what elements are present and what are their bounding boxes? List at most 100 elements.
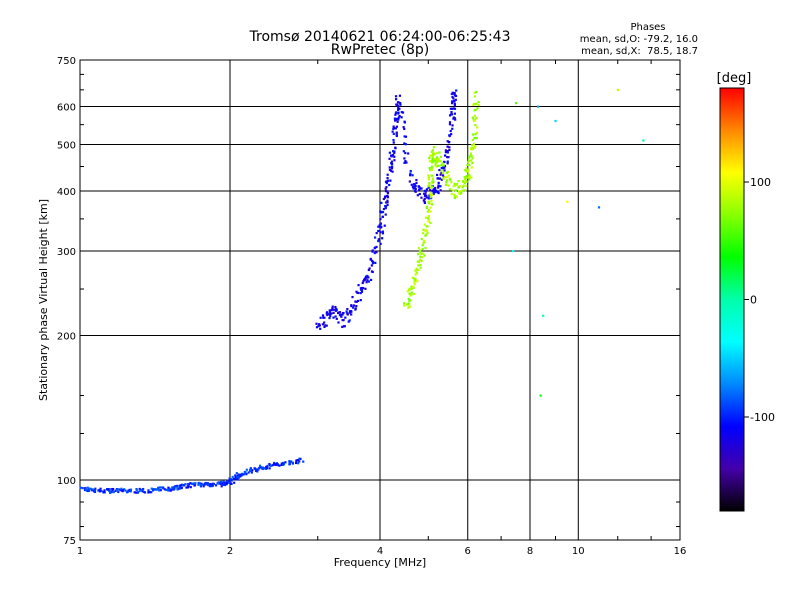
data-point: [453, 94, 457, 97]
data-point: [348, 319, 351, 322]
data-point: [453, 195, 457, 198]
data-point: [206, 482, 209, 485]
data-point: [441, 162, 444, 165]
data-point: [434, 162, 437, 166]
data-point: [414, 184, 417, 188]
data-point: [452, 107, 455, 110]
data-point: [397, 111, 400, 114]
data-point: [291, 462, 294, 465]
data-point: [473, 136, 476, 140]
data-point: [467, 156, 471, 159]
data-point: [427, 201, 430, 205]
data-point: [368, 267, 371, 270]
data-point: [391, 170, 394, 173]
data-point: [428, 156, 431, 160]
data-point: [445, 171, 449, 174]
data-point: [470, 166, 473, 169]
data-point: [231, 475, 234, 479]
data-point: [450, 181, 453, 184]
data-point: [428, 194, 431, 197]
data-point: [418, 258, 422, 261]
data-point: [423, 254, 426, 257]
data-point: [407, 306, 410, 309]
data-point: [437, 157, 440, 161]
data-point: [235, 472, 238, 475]
data-point: [467, 173, 470, 176]
data-point: [432, 191, 435, 195]
data-point: [391, 153, 395, 157]
data-point: [425, 229, 429, 232]
data-point: [361, 281, 364, 285]
data-point: [228, 481, 231, 484]
data-point: [155, 488, 159, 491]
data-point: [86, 486, 89, 489]
data-point: [442, 166, 445, 169]
data-point: [373, 247, 376, 250]
data-point: [416, 280, 419, 283]
data-point: [642, 139, 645, 142]
data-point: [260, 467, 263, 470]
data-point: [430, 166, 434, 169]
data-point: [417, 185, 420, 188]
data-point: [110, 490, 113, 494]
data-point: [539, 394, 542, 397]
data-point: [386, 190, 389, 193]
data-point: [430, 150, 433, 153]
data-point: [475, 90, 478, 94]
data-point: [364, 275, 368, 278]
data-point: [473, 102, 476, 106]
data-point: [402, 302, 406, 305]
data-point: [222, 480, 225, 483]
data-point: [381, 232, 385, 235]
data-point: [433, 157, 436, 161]
data-point: [94, 487, 97, 490]
data-point: [439, 155, 443, 158]
data-point: [209, 483, 212, 486]
data-point: [330, 312, 333, 315]
data-point: [424, 246, 427, 250]
data-point: [256, 470, 259, 473]
data-point: [173, 485, 176, 489]
data-point: [200, 482, 203, 485]
data-point: [147, 489, 150, 492]
data-point: [472, 117, 475, 120]
data-point: [377, 225, 380, 228]
data-point: [163, 488, 166, 491]
data-point: [160, 486, 163, 489]
data-point: [468, 163, 471, 167]
x-axis-label: Frequency [MHz]: [334, 556, 426, 569]
data-point: [465, 167, 468, 170]
data-point: [323, 316, 326, 319]
data-point: [411, 276, 415, 279]
data-point: [123, 488, 126, 491]
data-point: [298, 457, 301, 460]
data-point: [435, 165, 438, 168]
data-point: [427, 217, 430, 220]
data-point: [235, 476, 239, 479]
data-point: [386, 194, 389, 197]
data-point: [429, 221, 432, 225]
data-point: [249, 467, 252, 470]
data-point: [444, 183, 448, 187]
data-point: [392, 138, 395, 142]
data-point: [107, 488, 110, 491]
data-point: [428, 183, 431, 187]
data-point: [265, 467, 269, 470]
data-point: [403, 161, 406, 164]
data-point: [409, 288, 412, 291]
data-point: [386, 176, 389, 180]
data-point: [453, 102, 456, 106]
data-point: [176, 486, 179, 489]
data-point: [425, 206, 429, 210]
data-point: [371, 262, 375, 265]
data-point: [448, 123, 452, 126]
data-point: [439, 160, 442, 163]
data-point: [428, 154, 432, 157]
data-point: [383, 224, 386, 227]
data-point: [566, 200, 569, 203]
data-point: [434, 190, 437, 194]
data-point: [461, 186, 464, 189]
data-point: [454, 98, 457, 101]
data-point: [472, 142, 476, 145]
data-point: [428, 159, 432, 163]
